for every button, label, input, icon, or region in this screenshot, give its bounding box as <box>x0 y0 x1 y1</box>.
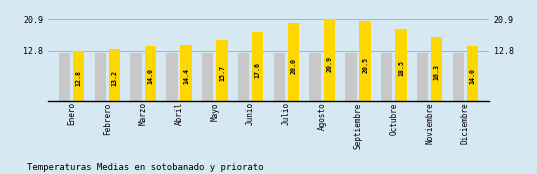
Bar <box>345 53 357 101</box>
Bar <box>395 29 407 101</box>
Bar <box>238 53 249 101</box>
Text: 16.3: 16.3 <box>434 64 440 80</box>
Bar <box>309 53 321 101</box>
Bar <box>73 51 84 101</box>
Bar <box>166 53 178 101</box>
Bar <box>130 53 142 101</box>
Text: 20.5: 20.5 <box>362 57 368 73</box>
Bar <box>359 21 371 101</box>
Text: 20.0: 20.0 <box>291 58 296 74</box>
Bar <box>467 46 478 101</box>
Bar <box>216 39 228 101</box>
Text: 14.0: 14.0 <box>147 68 154 84</box>
Bar <box>144 46 156 101</box>
Text: Temperaturas Medias en sotobanado y priorato: Temperaturas Medias en sotobanado y prio… <box>27 163 263 172</box>
Text: 18.5: 18.5 <box>398 60 404 76</box>
Bar <box>417 53 428 101</box>
Bar <box>252 32 264 101</box>
Text: 15.7: 15.7 <box>219 65 225 81</box>
Text: 17.6: 17.6 <box>255 62 261 78</box>
Bar <box>324 19 335 101</box>
Bar <box>273 53 285 101</box>
Bar <box>109 49 120 101</box>
Text: 12.8: 12.8 <box>76 70 82 86</box>
Bar <box>288 23 299 101</box>
Bar <box>180 45 192 101</box>
Text: 13.2: 13.2 <box>112 70 118 86</box>
Bar <box>381 53 393 101</box>
Bar <box>431 37 442 101</box>
Bar <box>95 53 106 101</box>
Text: 14.4: 14.4 <box>183 68 189 84</box>
Bar <box>59 53 70 101</box>
Bar <box>453 53 464 101</box>
Text: 14.0: 14.0 <box>469 68 476 84</box>
Bar <box>202 53 213 101</box>
Text: 20.9: 20.9 <box>326 56 332 72</box>
